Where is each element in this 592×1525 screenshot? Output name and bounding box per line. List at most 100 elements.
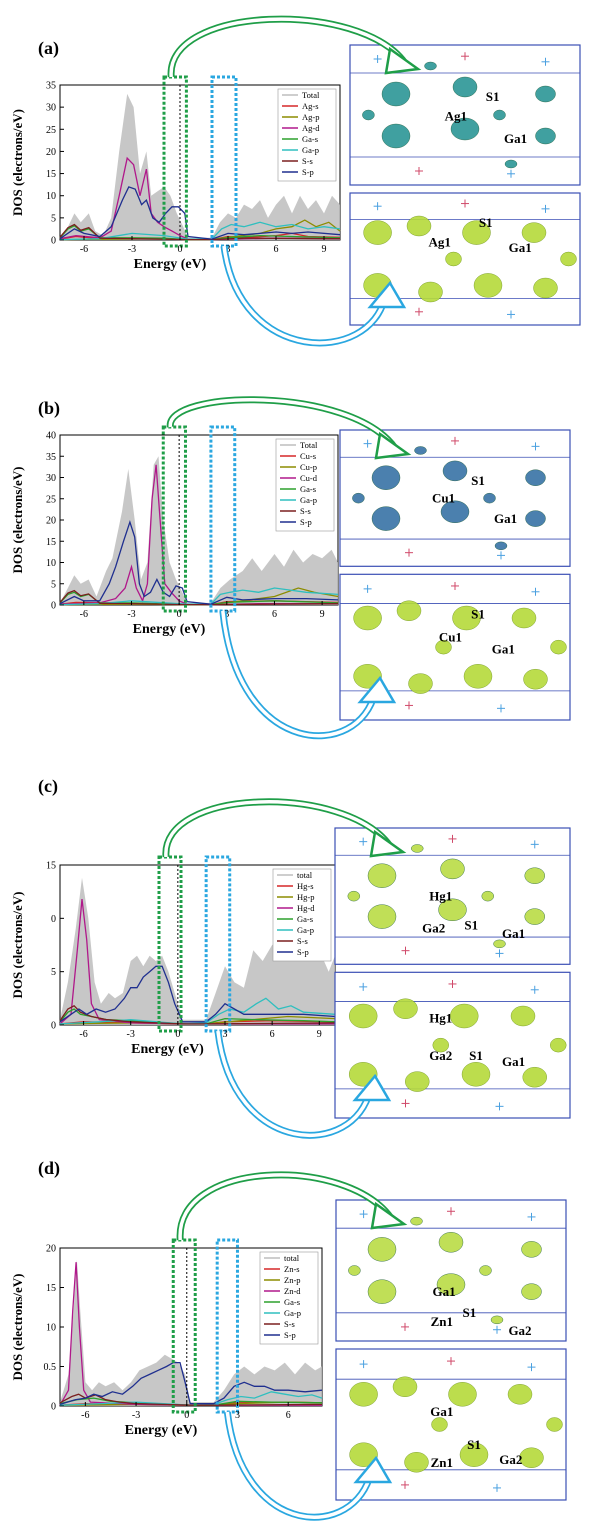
isosurface-blob (367, 1279, 397, 1304)
y-tick-label: 30 (46, 103, 56, 114)
legend-box (272, 868, 332, 962)
atom-label: Ga1 (502, 926, 525, 941)
legend-box (259, 1251, 319, 1345)
isosurface-blob (363, 220, 392, 245)
blue-arrow-inner (221, 610, 377, 738)
x-tick-label: 9 (320, 609, 325, 620)
y-axis-label: DOS (electrons/eV) (10, 467, 25, 574)
blue-highlight-box (204, 855, 232, 1033)
isosurface-blob (349, 1442, 378, 1467)
blue-arrow-head (353, 1455, 393, 1484)
isosurface-blob (490, 1315, 504, 1325)
y-tick-label: 15 (46, 1283, 56, 1294)
isosurface-blob (352, 492, 365, 504)
isosurface-blob (435, 639, 452, 655)
blue-arrow-inner (222, 245, 387, 345)
series-line-s-p (59, 1361, 323, 1406)
y-tick-label: 0 (51, 1021, 56, 1032)
x-axis-label: Energy (eV) (131, 1042, 204, 1057)
charge-density-top (334, 827, 571, 965)
y-tick-label: 10 (46, 191, 56, 202)
atom-label: Cu1 (432, 491, 455, 506)
y-tick-label: 15 (46, 169, 56, 180)
panel-a: (a) 0 5 10 15 20 25 30 35 -6 -3 0 3 6 9 DOS (electrons… (0, 0, 592, 370)
legend-entry: S-s (300, 506, 311, 516)
x-tick-label: -6 (80, 609, 88, 620)
isosurface-blob (367, 863, 397, 888)
isosurface-blob (381, 81, 411, 107)
series-line-ga-s (59, 225, 341, 241)
atom-label: Ga2 (508, 1323, 531, 1338)
isosurface-blob (493, 939, 506, 949)
atom-label: Hg1 (429, 1010, 452, 1025)
isosurface-blob (406, 215, 432, 237)
legend-entry: S-p (302, 167, 314, 177)
blue-arrow-head (352, 1073, 392, 1102)
atom-label: Ga1 (502, 1054, 525, 1069)
legend-box (275, 438, 335, 532)
atom-label: S1 (467, 1437, 481, 1452)
isosurface-blob (445, 251, 462, 267)
isosurface-blob (483, 492, 496, 504)
legend-entry: Zn-p (284, 1275, 301, 1285)
atom-label: Ga2 (499, 1452, 522, 1467)
isosurface-blob (438, 898, 467, 921)
panel-d: (d) 0 0.5 10 15 20 -6 -3 0 3 6 DOS (electrons/eV) E… (0, 1140, 592, 1525)
isosurface-blob (560, 251, 577, 267)
green-arrow-head (370, 1201, 408, 1230)
y-tick-label: 20 (46, 147, 56, 158)
atom-label: Ga1 (494, 511, 517, 526)
isosurface-blob (522, 1067, 547, 1088)
isosurface-blob (450, 1003, 479, 1029)
green-highlight-box (161, 425, 187, 613)
y-tick-label: 15 (46, 537, 56, 548)
x-tick-label: 3 (223, 1029, 228, 1040)
legend-entry: Zn-d (284, 1286, 301, 1296)
atom-label: Ga1 (433, 1284, 456, 1299)
isosurface-blob (521, 1283, 542, 1300)
y-tick-label: 5 (51, 579, 56, 590)
blue-arrow-head (367, 280, 407, 309)
green-arrow-inner (178, 1173, 393, 1241)
isosurface-blob (511, 607, 537, 629)
isosurface-blob (519, 1447, 544, 1468)
isosurface-blob (440, 858, 465, 880)
atom-label: Ga1 (430, 1404, 453, 1419)
atom-label: S1 (486, 89, 500, 104)
isosurface-blob (479, 1265, 492, 1276)
atom-label: S1 (464, 918, 478, 933)
y-tick-label: 10 (46, 1323, 56, 1334)
atom-label: Cu1 (439, 630, 462, 645)
dos-chart-d: 0 0.5 10 15 20 -6 -3 0 3 6 DOS (electrons/eV) Energ… (10, 1171, 567, 1521)
y-tick-label: 0.5 (44, 1362, 57, 1373)
blue-arrow-inner (225, 1411, 373, 1519)
isosurface-blob (392, 1376, 418, 1397)
y-tick-label: 40 (46, 431, 56, 442)
atom-label: Ga1 (509, 240, 532, 255)
atom-label: Ag1 (445, 109, 467, 124)
isosurface-blob (448, 1382, 477, 1407)
isosurface-blob (481, 890, 494, 902)
series-line-s-s (59, 1005, 336, 1025)
series-line-s-p (59, 520, 339, 605)
isosurface-blob (462, 220, 491, 245)
legend-entry: Ga-p (284, 1308, 301, 1318)
y-tick-label: 10 (46, 558, 56, 569)
y-axis-label: DOS (electrons/eV) (10, 109, 25, 216)
isosurface-blob (438, 1232, 464, 1253)
isosurface-blob (463, 664, 493, 689)
y-axis-label: DOS (electrons/eV) (10, 892, 25, 999)
legend-entry: Ga-s (297, 914, 313, 924)
y-tick-label: 25 (46, 125, 56, 136)
panel-label: (b) (38, 398, 60, 418)
y-tick-label: 5 (51, 213, 56, 224)
isosurface-blob (493, 109, 506, 121)
green-arrow-head (369, 829, 407, 858)
isosurface-blob (521, 1241, 542, 1258)
legend-entry: Zn-s (284, 1264, 300, 1274)
isosurface-blob (371, 465, 401, 490)
legend-entry: Hg-d (297, 903, 315, 913)
green-arrow-inner (168, 398, 397, 450)
x-tick-label: 6 (270, 1029, 275, 1040)
y-tick-label: 25 (46, 494, 56, 505)
